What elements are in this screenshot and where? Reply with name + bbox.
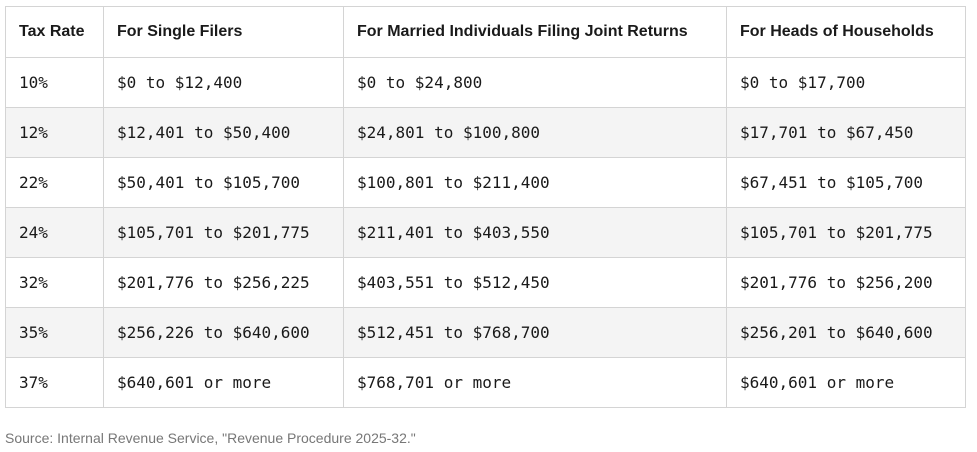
cell-tax-rate: 22% xyxy=(5,157,104,208)
table-row: 12% $12,401 to $50,400 $24,801 to $100,8… xyxy=(5,107,966,158)
cell-heads-of-households: $17,701 to $67,450 xyxy=(726,107,966,158)
cell-tax-rate: 10% xyxy=(5,57,104,108)
cell-heads-of-households: $201,776 to $256,200 xyxy=(726,257,966,308)
table-body: 10% $0 to $12,400 $0 to $24,800 $0 to $1… xyxy=(5,57,966,408)
cell-single-filers: $640,601 or more xyxy=(103,357,344,408)
cell-single-filers: $256,226 to $640,600 xyxy=(103,307,344,358)
table-row: 37% $640,601 or more $768,701 or more $6… xyxy=(5,357,966,408)
header-married-joint: For Married Individuals Filing Joint Ret… xyxy=(343,6,727,58)
cell-single-filers: $105,701 to $201,775 xyxy=(103,207,344,258)
cell-single-filers: $50,401 to $105,700 xyxy=(103,157,344,208)
cell-married-joint: $24,801 to $100,800 xyxy=(343,107,727,158)
tax-bracket-table: Tax Rate For Single Filers For Married I… xyxy=(5,6,966,408)
table-header: Tax Rate For Single Filers For Married I… xyxy=(5,6,966,58)
cell-single-filers: $0 to $12,400 xyxy=(103,57,344,108)
table-row: 32% $201,776 to $256,225 $403,551 to $51… xyxy=(5,257,966,308)
cell-single-filers: $201,776 to $256,225 xyxy=(103,257,344,308)
source-note: Source: Internal Revenue Service, "Reven… xyxy=(5,430,416,446)
table-row: 10% $0 to $12,400 $0 to $24,800 $0 to $1… xyxy=(5,57,966,108)
cell-married-joint: $100,801 to $211,400 xyxy=(343,157,727,208)
table-row: 24% $105,701 to $201,775 $211,401 to $40… xyxy=(5,207,966,258)
cell-heads-of-households: $256,201 to $640,600 xyxy=(726,307,966,358)
cell-heads-of-households: $0 to $17,700 xyxy=(726,57,966,108)
cell-married-joint: $768,701 or more xyxy=(343,357,727,408)
header-heads-of-households: For Heads of Households xyxy=(726,6,966,58)
cell-tax-rate: 12% xyxy=(5,107,104,158)
header-tax-rate: Tax Rate xyxy=(5,6,104,58)
cell-married-joint: $403,551 to $512,450 xyxy=(343,257,727,308)
cell-tax-rate: 24% xyxy=(5,207,104,258)
tax-bracket-table-container: Tax Rate For Single Filers For Married I… xyxy=(5,6,966,408)
header-row: Tax Rate For Single Filers For Married I… xyxy=(5,6,966,58)
cell-married-joint: $211,401 to $403,550 xyxy=(343,207,727,258)
cell-heads-of-households: $105,701 to $201,775 xyxy=(726,207,966,258)
cell-married-joint: $0 to $24,800 xyxy=(343,57,727,108)
cell-heads-of-households: $640,601 or more xyxy=(726,357,966,408)
cell-single-filers: $12,401 to $50,400 xyxy=(103,107,344,158)
table-row: 22% $50,401 to $105,700 $100,801 to $211… xyxy=(5,157,966,208)
cell-heads-of-households: $67,451 to $105,700 xyxy=(726,157,966,208)
cell-married-joint: $512,451 to $768,700 xyxy=(343,307,727,358)
table-row: 35% $256,226 to $640,600 $512,451 to $76… xyxy=(5,307,966,358)
header-single-filers: For Single Filers xyxy=(103,6,344,58)
cell-tax-rate: 32% xyxy=(5,257,104,308)
cell-tax-rate: 37% xyxy=(5,357,104,408)
cell-tax-rate: 35% xyxy=(5,307,104,358)
